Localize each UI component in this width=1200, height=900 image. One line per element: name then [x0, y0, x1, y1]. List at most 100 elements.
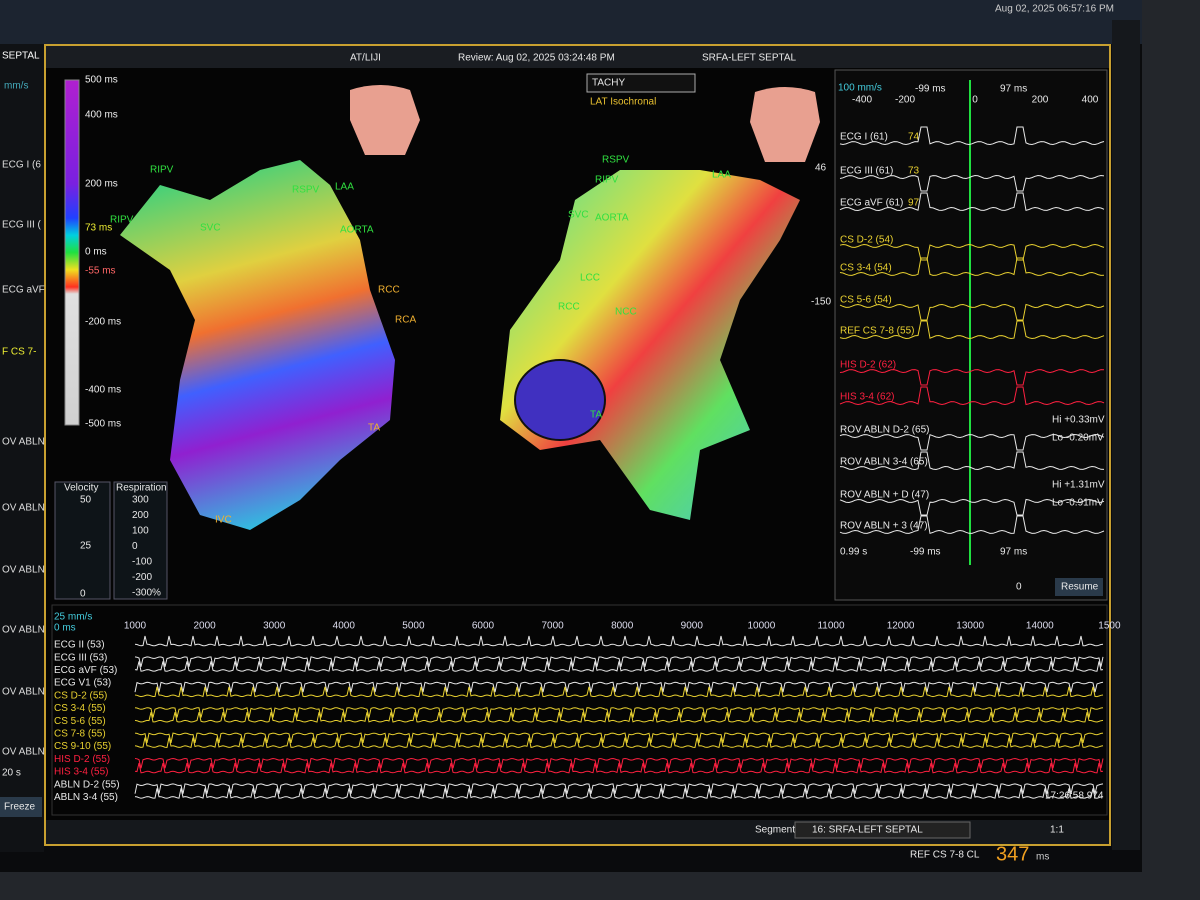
- signal-channel: ECG I (61): [840, 132, 888, 143]
- channel-label: OV ABLN: [2, 747, 45, 758]
- segment-zoom[interactable]: 1:1: [1050, 825, 1064, 836]
- velocity-tick: 25: [80, 541, 92, 552]
- anatomy-label: RCA: [395, 315, 416, 326]
- signal-channel: CS D-2 (54): [840, 235, 893, 246]
- strip-channel: ABLN D-2 (55): [54, 779, 120, 790]
- respiration-tick: 100: [132, 526, 149, 537]
- strip-time: 17:26:58.974: [1045, 791, 1104, 802]
- anatomy-label: RCC: [558, 302, 580, 313]
- torso-left: [350, 85, 420, 155]
- anatomy-label: RSPV: [292, 185, 320, 196]
- duration: 20 s: [2, 768, 21, 779]
- strip-channel: CS 9-10 (55): [54, 741, 111, 752]
- waveform: [839, 192, 1105, 212]
- waveform: [134, 681, 1104, 693]
- waveform: [839, 243, 1105, 261]
- select-value[interactable]: 0: [1016, 582, 1022, 593]
- strip-axis: 7000: [541, 621, 564, 632]
- top-bar: [0, 0, 1142, 44]
- freeze-button[interactable]: [0, 797, 42, 817]
- speed: mm/s: [4, 81, 28, 92]
- signal-channel: ROV ABLN + D (47): [840, 490, 929, 501]
- strip-axis: 9000: [681, 621, 704, 632]
- resume-label[interactable]: Resume: [1061, 582, 1099, 593]
- depth-value: -150: [811, 297, 831, 308]
- status-unit: ms: [1036, 852, 1049, 863]
- anatomy-label: RSPV: [602, 155, 630, 166]
- mode-dropdown[interactable]: [586, 73, 696, 93]
- scale-label: -500 ms: [85, 419, 121, 430]
- channel-label: OV ABLN: [2, 503, 45, 514]
- anatomy-label: LCC: [580, 273, 600, 284]
- resume-button[interactable]: [1055, 578, 1103, 596]
- strip-channel: ECG II (53): [54, 640, 105, 651]
- signal-axis: -200: [895, 95, 915, 106]
- waveform: [134, 656, 1104, 667]
- strip-speed: 25 mm/s: [54, 612, 92, 623]
- respiration-tick: -100: [132, 557, 152, 568]
- waveform: [839, 451, 1105, 471]
- waveform: [134, 635, 1104, 647]
- channel-label: ECG III (: [2, 220, 42, 231]
- footer: 0.99 s: [840, 547, 867, 558]
- strip-channel: ABLN 3-4 (55): [54, 792, 118, 803]
- study-name: SRFA-LEFT SEPTAL: [702, 53, 797, 64]
- waveform: [839, 174, 1105, 192]
- waveform: [134, 707, 1104, 718]
- scale-label: 400 ms: [85, 110, 118, 121]
- anatomy-label: RIPV: [150, 165, 174, 176]
- cycle-length: 347: [996, 843, 1029, 865]
- segment-value[interactable]: 16: SRFA-LEFT SEPTAL: [812, 825, 923, 836]
- dropdown-value[interactable]: TACHY: [592, 78, 625, 89]
- left-panel: [0, 44, 44, 852]
- channel-label: ECG I (6: [2, 160, 41, 171]
- color-scale-bar: [64, 79, 80, 426]
- signal-value: 73: [908, 166, 920, 177]
- strip-axis: 12000: [887, 621, 915, 632]
- velocity-box: [54, 481, 111, 600]
- waveform: [134, 757, 1104, 769]
- review-time: Review: Aug 02, 2025 03:24:48 PM: [458, 53, 615, 64]
- signal-channel: ECG aVF (61): [840, 198, 903, 209]
- strip-axis: 1500: [1098, 621, 1121, 632]
- waveform: [134, 783, 1104, 794]
- strip-channel: CS 3-4 (55): [54, 703, 106, 714]
- strip-axis: 1000: [124, 621, 147, 632]
- waveform: [134, 661, 1104, 672]
- signal-channel: ROV ABLN + 3 (47): [840, 521, 928, 532]
- waveform: [839, 515, 1105, 535]
- waveform: [839, 386, 1105, 406]
- velocity-tick: 0: [80, 589, 86, 600]
- readout: Hi +1.31mV: [1052, 480, 1105, 491]
- signal-channel: CS 3-4 (54): [840, 263, 892, 274]
- waveform: [134, 788, 1104, 799]
- marker: 97 ms: [1000, 84, 1027, 95]
- waveform: [134, 762, 1104, 774]
- readout: Lo -0.20mV: [1052, 433, 1104, 444]
- status-label: REF CS 7-8 CL: [910, 850, 980, 861]
- signal-channel: REF CS 7-8 (55): [840, 326, 914, 337]
- strip-origin: 0 ms: [54, 623, 76, 634]
- respiration-tick: 200: [132, 510, 149, 521]
- signal-axis: 200: [1032, 95, 1049, 106]
- waveform: [839, 433, 1105, 451]
- scale-label: 200 ms: [85, 179, 118, 190]
- readout: Hi +0.33mV: [1052, 415, 1105, 426]
- respiration-tick: -300%: [132, 588, 161, 599]
- strip-axis: 8000: [611, 621, 634, 632]
- segment-select[interactable]: [794, 821, 971, 839]
- waveform: [134, 737, 1104, 749]
- strip-axis: 14000: [1026, 621, 1054, 632]
- signal-channel: ECG III (61): [840, 166, 893, 177]
- waveform: [134, 686, 1104, 698]
- velocity-tick: 50: [80, 495, 92, 506]
- anatomy-label: IVC: [215, 515, 232, 526]
- anatomy-label: SVC: [568, 210, 589, 221]
- strip-axis: 11000: [817, 621, 845, 632]
- strip-axis: 5000: [402, 621, 425, 632]
- freeze-label[interactable]: Freeze: [4, 802, 36, 813]
- strip-axis: 6000: [472, 621, 495, 632]
- waveform: [839, 303, 1105, 321]
